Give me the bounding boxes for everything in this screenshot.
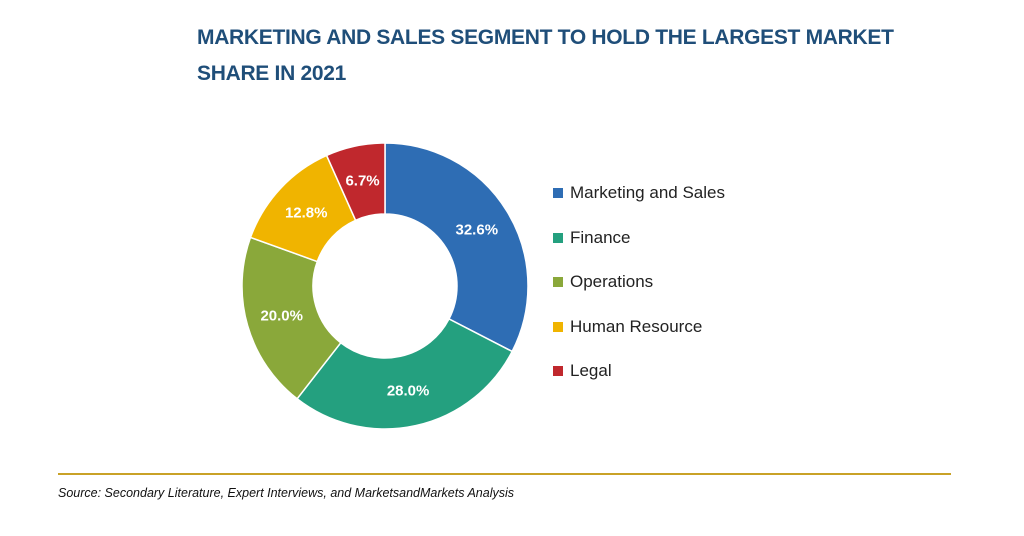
legend-label-finance: Finance: [570, 227, 631, 247]
source-note: Source: Secondary Literature, Expert Int…: [58, 486, 514, 500]
slice-label-operations: 20.0%: [260, 307, 303, 324]
legend-item-finance: Finance: [553, 226, 725, 250]
legend-swatch-legal: [553, 366, 563, 376]
legend-label-marketing-and-sales: Marketing and Sales: [570, 183, 725, 202]
legend-item-operations: Operations: [553, 270, 725, 294]
chart-legend: Marketing and Sales Finance Operations H…: [553, 181, 725, 404]
slice-legal: [325, 142, 386, 222]
slice-label-marketing-and-sales: 32.6%: [456, 222, 499, 239]
donut-slices: [241, 142, 529, 430]
slice-label-finance: 28.0%: [387, 382, 430, 399]
legend-item-marketing-and-sales: Marketing and Sales: [553, 181, 725, 205]
footer-divider: [58, 473, 951, 475]
legend-swatch-finance: [553, 232, 563, 243]
legend-label-legal: Legal: [570, 361, 612, 380]
legend-label-operations: Operations: [570, 272, 654, 291]
donut-labels: 32.6% 28.0% 20.0% 12.8% 6.7%: [260, 172, 498, 399]
slice-finance: [296, 317, 514, 430]
slice-marketing-and-sales: [384, 142, 529, 353]
slice-label-human-resource: 12.8%: [285, 204, 328, 221]
legend-label-human-resource: Human Resource: [570, 316, 703, 336]
legend-swatch-human-resource: [553, 321, 563, 332]
slice-operations: [241, 236, 342, 400]
legend-item-human-resource: Human Resource: [553, 315, 725, 339]
slice-label-legal: 6.7%: [345, 172, 379, 189]
legend-item-legal: Legal: [553, 359, 725, 383]
legend-swatch-operations: [553, 277, 563, 287]
chart-title: MARKETING AND SALES SEGMENT TO HOLD THE …: [197, 26, 894, 85]
legend-swatch-marketing-and-sales: [553, 188, 563, 198]
